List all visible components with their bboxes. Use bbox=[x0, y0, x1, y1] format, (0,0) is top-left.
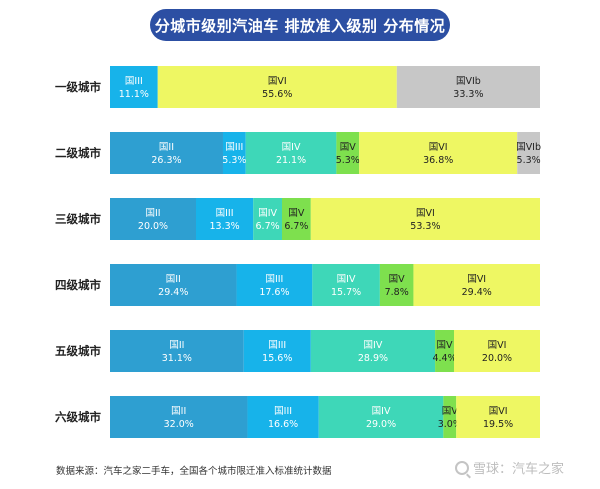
segment-series-label: 国II bbox=[171, 406, 186, 417]
bar-segment bbox=[236, 264, 313, 306]
segment-series-label: 国III bbox=[216, 208, 234, 219]
data-label: 26.3% bbox=[151, 155, 181, 166]
bar-segment bbox=[222, 132, 246, 174]
category-label: 二级城市 bbox=[55, 146, 101, 160]
bar-segment bbox=[110, 198, 196, 240]
data-label: 4.4% bbox=[432, 353, 456, 364]
watermark-text: 雪球：汽车之家 bbox=[473, 462, 565, 477]
segment-series-label: 国IV bbox=[282, 142, 301, 153]
data-label: 6.7% bbox=[256, 221, 280, 232]
bar-segment bbox=[110, 66, 158, 108]
bar-segment bbox=[318, 396, 444, 438]
bar-segment bbox=[443, 396, 457, 438]
segment-series-label: 国IV bbox=[372, 406, 391, 417]
category-label: 五级城市 bbox=[55, 344, 101, 358]
segment-series-label: 国IV bbox=[337, 274, 356, 285]
segment-series-label: 国V bbox=[442, 406, 459, 417]
data-label: 3.0% bbox=[438, 419, 462, 430]
segment-series-label: 国III bbox=[274, 406, 292, 417]
bar-segment bbox=[310, 330, 436, 372]
segment-series-label: 国III bbox=[225, 142, 243, 153]
segment-series-label: 国III bbox=[265, 274, 283, 285]
data-source-note: 数据来源：汽车之家二手车，全国各个城市限迁准入标准统计数据 bbox=[56, 466, 332, 477]
bar-segment bbox=[245, 132, 337, 174]
segment-series-label: 国IV bbox=[364, 340, 383, 351]
data-label: 6.7% bbox=[284, 221, 308, 232]
segment-series-label: 国II bbox=[169, 340, 184, 351]
bar-segment bbox=[110, 396, 248, 438]
segment-series-label: 国VI bbox=[268, 76, 287, 87]
data-label: 36.8% bbox=[423, 155, 453, 166]
bar-segment bbox=[110, 132, 223, 174]
segment-series-label: 国II bbox=[145, 208, 160, 219]
category-label: 一级城市 bbox=[55, 80, 101, 94]
data-label: 53.3% bbox=[410, 221, 440, 232]
data-label: 15.6% bbox=[262, 353, 292, 364]
bar-segment bbox=[379, 264, 414, 306]
data-label: 31.1% bbox=[162, 353, 192, 364]
data-label: 15.7% bbox=[331, 287, 361, 298]
bar-segment bbox=[247, 396, 319, 438]
bar-segment bbox=[243, 330, 311, 372]
segment-series-label: 国V bbox=[340, 142, 357, 153]
segment-series-label: 国VI bbox=[489, 406, 508, 417]
bar-segment bbox=[110, 330, 244, 372]
segment-series-label: 国III bbox=[268, 340, 286, 351]
chart-title: 分城市级别汽油车 排放准入级别 分布情况 bbox=[150, 9, 450, 41]
data-label: 33.3% bbox=[453, 89, 483, 100]
segment-series-label: 国VI bbox=[488, 340, 507, 351]
data-label: 13.3% bbox=[209, 221, 239, 232]
category-label: 四级城市 bbox=[55, 278, 101, 292]
bar-segment bbox=[454, 330, 540, 372]
data-label: 20.0% bbox=[482, 353, 512, 364]
data-label: 29.0% bbox=[366, 419, 396, 430]
watermark: 雪球：汽车之家 bbox=[455, 458, 564, 477]
segment-series-label: 国VI bbox=[416, 208, 435, 219]
data-label: 11.1% bbox=[119, 89, 149, 100]
data-label: 28.9% bbox=[358, 353, 388, 364]
bar-segment bbox=[336, 132, 360, 174]
data-label: 55.6% bbox=[262, 89, 292, 100]
data-label: 5.3% bbox=[222, 155, 246, 166]
bar-segment bbox=[110, 264, 237, 306]
data-label: 5.3% bbox=[517, 155, 541, 166]
bar-segment bbox=[312, 264, 380, 306]
data-label: 16.6% bbox=[268, 419, 298, 430]
data-label: 7.8% bbox=[385, 287, 409, 298]
segment-series-label: 国II bbox=[159, 142, 174, 153]
category-label: 三级城市 bbox=[55, 212, 101, 226]
data-label: 17.6% bbox=[259, 287, 289, 298]
data-label: 29.4% bbox=[462, 287, 492, 298]
segment-series-label: 国V bbox=[389, 274, 406, 285]
bar-segment bbox=[253, 198, 282, 240]
bar-segment bbox=[157, 66, 397, 108]
segment-series-label: 国V bbox=[437, 340, 454, 351]
data-label: 21.1% bbox=[276, 155, 306, 166]
segment-series-label: 国VI bbox=[429, 142, 448, 153]
category-label: 六级城市 bbox=[55, 410, 101, 424]
data-label: 5.3% bbox=[336, 155, 360, 166]
bar-segment bbox=[282, 198, 311, 240]
bar-segment bbox=[456, 396, 540, 438]
data-label: 19.5% bbox=[483, 419, 513, 430]
bar-segment bbox=[413, 264, 540, 306]
segment-series-label: 国VIb bbox=[456, 76, 481, 87]
segment-series-label: 国II bbox=[166, 274, 181, 285]
data-label: 29.4% bbox=[158, 287, 188, 298]
segment-series-label: 国III bbox=[125, 76, 143, 87]
search-icon bbox=[455, 460, 469, 475]
data-label: 32.0% bbox=[164, 419, 194, 430]
data-label: 20.0% bbox=[138, 221, 168, 232]
segment-series-label: 国VIb bbox=[516, 142, 541, 153]
bar-segment bbox=[310, 198, 540, 240]
bar-segment bbox=[196, 198, 254, 240]
segment-series-label: 国VI bbox=[467, 274, 486, 285]
segment-series-label: 国IV bbox=[258, 208, 277, 219]
bar-segment bbox=[517, 132, 540, 174]
bar-segment bbox=[359, 132, 518, 174]
bar-segment bbox=[435, 330, 454, 372]
bar-segment bbox=[396, 66, 540, 108]
segment-series-label: 国V bbox=[288, 208, 305, 219]
